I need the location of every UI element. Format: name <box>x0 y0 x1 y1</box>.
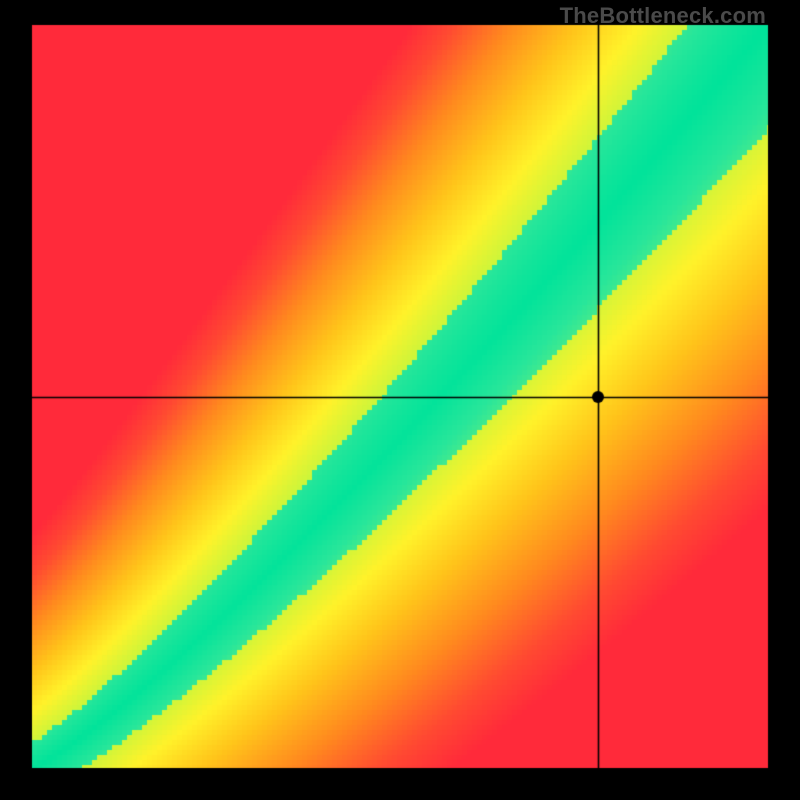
bottleneck-heatmap <box>0 0 800 800</box>
watermark-text: TheBottleneck.com <box>560 3 766 29</box>
chart-stage: { "meta": { "width": 800, "height": 800,… <box>0 0 800 800</box>
